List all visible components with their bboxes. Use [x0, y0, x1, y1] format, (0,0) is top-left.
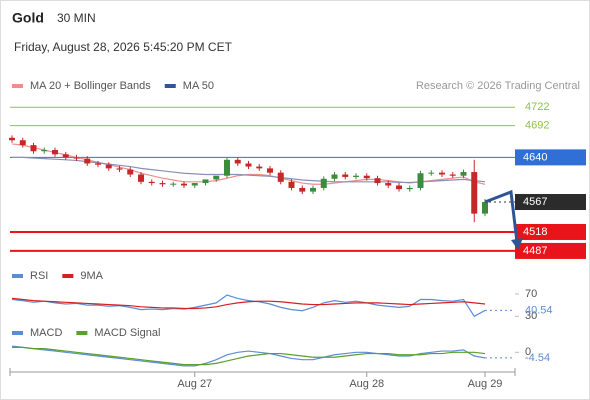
candle-body	[148, 181, 155, 184]
legend-swatch	[62, 274, 74, 278]
candle-body	[406, 187, 413, 190]
last-price-label: 4567	[523, 196, 547, 208]
indicator-line	[11, 294, 486, 318]
indicator-line	[11, 297, 486, 310]
candle-body	[213, 175, 220, 180]
legend-swatch	[12, 331, 23, 335]
forecast-arrow-head	[511, 238, 523, 251]
candle-body	[449, 174, 456, 176]
candle-body	[428, 172, 435, 174]
datetime: Friday, August 28, 2026 5:45:20 PM CET	[14, 40, 233, 54]
candle-body	[288, 181, 295, 188]
candle-body	[299, 187, 306, 192]
legend-swatch	[12, 84, 23, 88]
candle-body	[202, 179, 209, 184]
candle-body	[234, 159, 241, 164]
y-tick-label: 30	[525, 310, 537, 322]
candle-body	[267, 168, 273, 173]
candle-body	[277, 172, 284, 182]
candle-body	[52, 150, 58, 155]
candle-body	[320, 178, 327, 188]
candle-body	[170, 183, 177, 185]
candle-body	[116, 168, 123, 170]
legend-label: MACD Signal	[94, 327, 160, 339]
candle-body	[342, 174, 349, 177]
candle-body	[385, 183, 392, 186]
candle-body	[460, 172, 467, 176]
credit: Research © 2026 Trading Central	[416, 80, 580, 92]
y-tick-label: 0	[525, 346, 531, 358]
candle-body	[471, 172, 478, 214]
ma-line	[12, 156, 486, 184]
symbol: Gold	[12, 10, 44, 26]
indicator-line	[11, 345, 486, 367]
x-tick-label: Aug 27	[177, 378, 212, 390]
candle-body	[181, 183, 187, 186]
level-label: 4722	[525, 101, 549, 113]
legend-label: MA 20 + Bollinger Bands	[30, 80, 151, 92]
candle-body	[191, 183, 198, 186]
candle-body	[331, 174, 338, 179]
last-value-label: -4.54	[525, 352, 550, 364]
candle-body	[353, 175, 359, 177]
candle-body	[396, 185, 402, 190]
legend-swatch	[164, 84, 176, 88]
last-value-label: 40.54	[525, 304, 553, 316]
candle-body	[127, 169, 134, 175]
x-tick-label: Aug 28	[349, 378, 384, 390]
legend-label: MACD	[30, 327, 62, 339]
candle-body	[41, 150, 48, 152]
candle-body	[95, 163, 101, 165]
level-box	[515, 242, 586, 259]
x-tick-label: Aug 29	[468, 378, 503, 390]
candle-body	[84, 158, 91, 164]
candle-body	[363, 175, 370, 179]
candle-body	[30, 145, 37, 152]
candle-body	[159, 183, 166, 185]
interval: 30 MIN	[57, 11, 96, 25]
candle-body	[224, 159, 230, 176]
y-tick-label: 70	[525, 288, 537, 300]
level-label: 4640	[523, 151, 547, 163]
level-label: 4487	[523, 245, 547, 257]
level-label: 4518	[523, 226, 547, 238]
candle-body	[374, 178, 381, 184]
candle-body	[19, 140, 26, 146]
candle-body	[256, 166, 263, 169]
candle-body	[439, 172, 445, 175]
legend-label: MA 50	[183, 80, 214, 92]
candle-body	[138, 174, 144, 182]
level-box	[515, 223, 586, 240]
candle-body	[9, 137, 15, 141]
candle-body	[105, 164, 112, 169]
candle-body	[73, 157, 80, 159]
last-price-box	[515, 194, 586, 211]
forecast-arrow	[484, 189, 519, 243]
candle-body	[482, 202, 488, 214]
candle-body	[310, 187, 316, 192]
level-box	[515, 149, 586, 166]
candle-body	[245, 163, 252, 167]
level-label: 4692	[525, 119, 549, 131]
candle-body	[417, 173, 424, 188]
legend-label: RSI	[30, 270, 48, 282]
candle-body	[62, 154, 69, 158]
indicator-line	[12, 346, 486, 366]
legend-label: 9MA	[80, 270, 103, 282]
legend-swatch	[76, 331, 88, 335]
legend-swatch	[12, 274, 23, 278]
